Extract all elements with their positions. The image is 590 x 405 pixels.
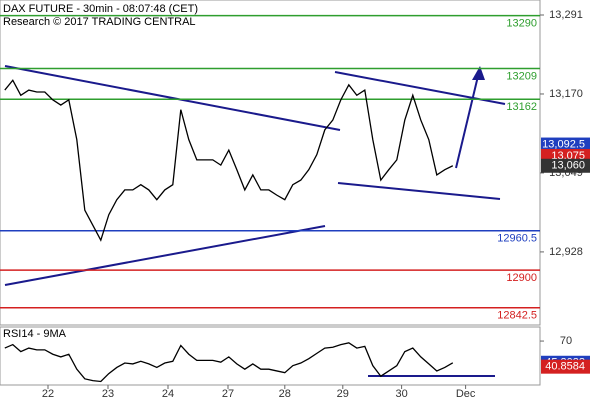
arrow-head xyxy=(472,66,485,80)
x-tick-label: Dec xyxy=(456,388,476,400)
forecast-arrow xyxy=(455,75,479,169)
price-marker xyxy=(541,137,590,152)
level-label: 12960.5 xyxy=(497,233,537,245)
price-marker xyxy=(541,158,590,173)
rsi-title: RSI14 - 9MA xyxy=(3,328,67,340)
level-label: 13209 xyxy=(506,70,537,82)
trend-line xyxy=(4,225,326,286)
price-marker-label: 40.8584 xyxy=(545,361,585,373)
price-marker xyxy=(541,359,590,374)
chart-subtitle: Research © 2017 TRADING CENTRAL xyxy=(3,16,196,28)
x-tick-label: 24 xyxy=(162,388,174,400)
x-tick-label: 28 xyxy=(279,388,291,400)
price-marker-label: 13,092.5 xyxy=(542,138,585,150)
x-tick-label: 23 xyxy=(102,388,114,400)
x-tick-label: 27 xyxy=(222,388,234,400)
level-label: 13290 xyxy=(506,18,537,30)
price-line xyxy=(4,79,454,242)
y-tick-label: 70 xyxy=(560,335,572,347)
trend-line xyxy=(4,65,341,131)
y-tick-label: 12,928 xyxy=(549,246,583,258)
x-tick-label: 30 xyxy=(395,388,407,400)
price-marker-label: 13,060 xyxy=(551,160,585,172)
price-panel xyxy=(0,0,541,326)
trend-line xyxy=(337,182,501,200)
level-label: 13162 xyxy=(506,101,537,113)
y-tick-label: 13,170 xyxy=(549,88,583,100)
level-label: 12900 xyxy=(506,272,537,284)
level-label: 12842.5 xyxy=(497,310,537,322)
trend-lines xyxy=(4,65,506,377)
y-tick-label: 13,291 xyxy=(549,9,583,21)
x-tick-label: 29 xyxy=(337,388,349,400)
chart-title: DAX FUTURE - 30min - 08:07:48 (CET) xyxy=(3,3,198,15)
price-line xyxy=(4,342,454,383)
x-tick-label: 22 xyxy=(42,388,54,400)
